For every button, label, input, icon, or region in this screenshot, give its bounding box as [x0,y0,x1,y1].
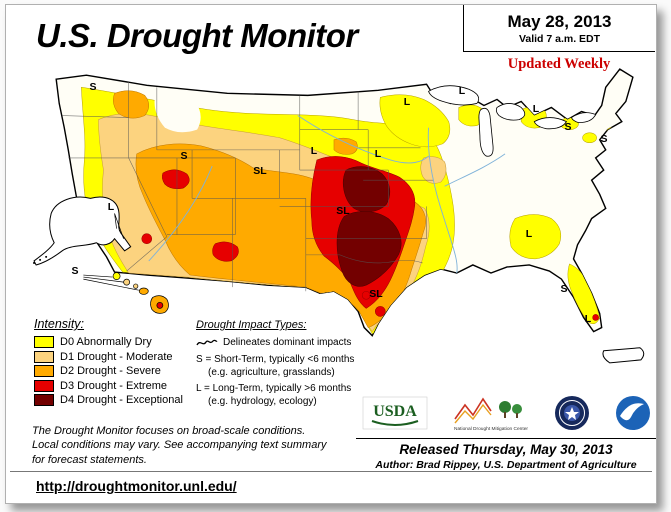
drought-monitor-page: U.S. Drought Monitor May 28, 2013 Valid … [5,4,657,504]
svg-text:USDA: USDA [373,403,417,420]
released-date: Released Thursday, May 30, 2013 [399,442,613,457]
lake-ontario [571,112,597,124]
legend-label: D3 Drought - Extreme [60,379,167,392]
short-term-line1: S = Short-Term, typically <6 months [196,354,355,366]
disclaimer-line: The Drought Monitor focuses on broad-sca… [32,425,306,437]
date-box-top: May 28, 2013 Valid 7 a.m. EDT [463,5,655,52]
lake-superior [428,85,480,106]
legend-item: D2 Drought - Severe [34,365,199,377]
state-borders [62,81,434,292]
legend-swatch [34,394,54,406]
disclaimer-text: The Drought Monitor focuses on broad-sca… [32,424,362,467]
legend-swatch [34,379,54,392]
us-map-svg [33,68,645,364]
long-term-line1: L = Long-Term, typically >6 months [196,383,352,395]
disclaimer-line: for forecast statements. [32,453,147,466]
legend-label: D1 Drought - Moderate [60,350,173,363]
intensity-legend: Intensity: D0 Abnormally Dry D1 Drought -… [34,317,199,409]
impact-types-panel: Drought Impact Types: Delineates dominan… [196,319,368,412]
legend-item: D4 Drought - Exceptional [34,394,199,406]
short-term-line2: (e.g. agriculture, grasslands) [208,366,335,378]
alaska-pointer-lines [114,213,124,239]
noaa-logo [615,396,650,430]
author: Author: Brad Rippey, U.S. Department of … [375,459,637,471]
hawaii-inset [83,272,169,314]
disclaimer-line: Local conditions may vary. See accompany… [32,439,327,452]
legend-label: D2 Drought - Severe [60,365,161,377]
drought-layer-d4 [336,166,402,287]
lake-erie [533,117,568,130]
ndmc-logo: National Drought Mitigation Center [454,397,529,431]
squiggle-icon [196,339,218,346]
lake-michigan [478,107,494,157]
valid-time: Valid 7 a.m. EDT [518,33,601,45]
puerto-rico-inset [602,347,645,364]
drought-monitor-url-link[interactable]: http://droughtmonitor.unl.edu/ [36,478,237,494]
legend-item: D3 Drought - Extreme [34,379,199,392]
alaska-inset [33,196,132,266]
legend-swatch [34,350,54,363]
legend-items: D0 Abnormally Dry D1 Drought - Moderate D2… [34,336,199,406]
legend-item: D1 Drought - Moderate [34,350,199,363]
legend-title: Intensity: [34,317,85,331]
rivers [148,115,506,274]
legend-swatch [34,365,54,377]
long-term-line2: (e.g. hydrology, ecology) [208,395,317,407]
date-box: May 28, 2013 Valid 7 a.m. EDT Updated We… [463,5,655,73]
legend-item: D0 Abnormally Dry [34,336,199,348]
agency-logos: USDA National Drought Mitigation Center [358,389,656,437]
legend-label: D0 Abnormally Dry [60,336,152,348]
bottom-divider [10,471,652,472]
lake-huron [495,103,526,121]
delineates-label: Delineates dominant impacts [223,336,352,348]
impact-types-title: Drought Impact Types: [196,319,307,331]
release-info: Released Thursday, May 30, 2013 Author: … [356,438,656,471]
svg-text:National Drought Mitigation Ce: National Drought Mitigation Center [454,426,529,431]
commerce-seal-logo [555,396,590,430]
legend-swatch [34,336,54,348]
usda-logo: USDA [362,396,428,430]
great-lakes [428,85,597,157]
legend-label: D4 Drought - Exceptional [60,394,183,406]
page-title: U.S. Drought Monitor [36,17,358,54]
updated-weekly-label: Updated Weekly [507,56,611,72]
map-date: May 28, 2013 [507,12,612,31]
no-drought-pocket [154,96,201,133]
hawaii-pointer-lines [83,274,139,291]
us-drought-map: S S SL L L SL SL L L L S S L S L S L [26,57,650,375]
